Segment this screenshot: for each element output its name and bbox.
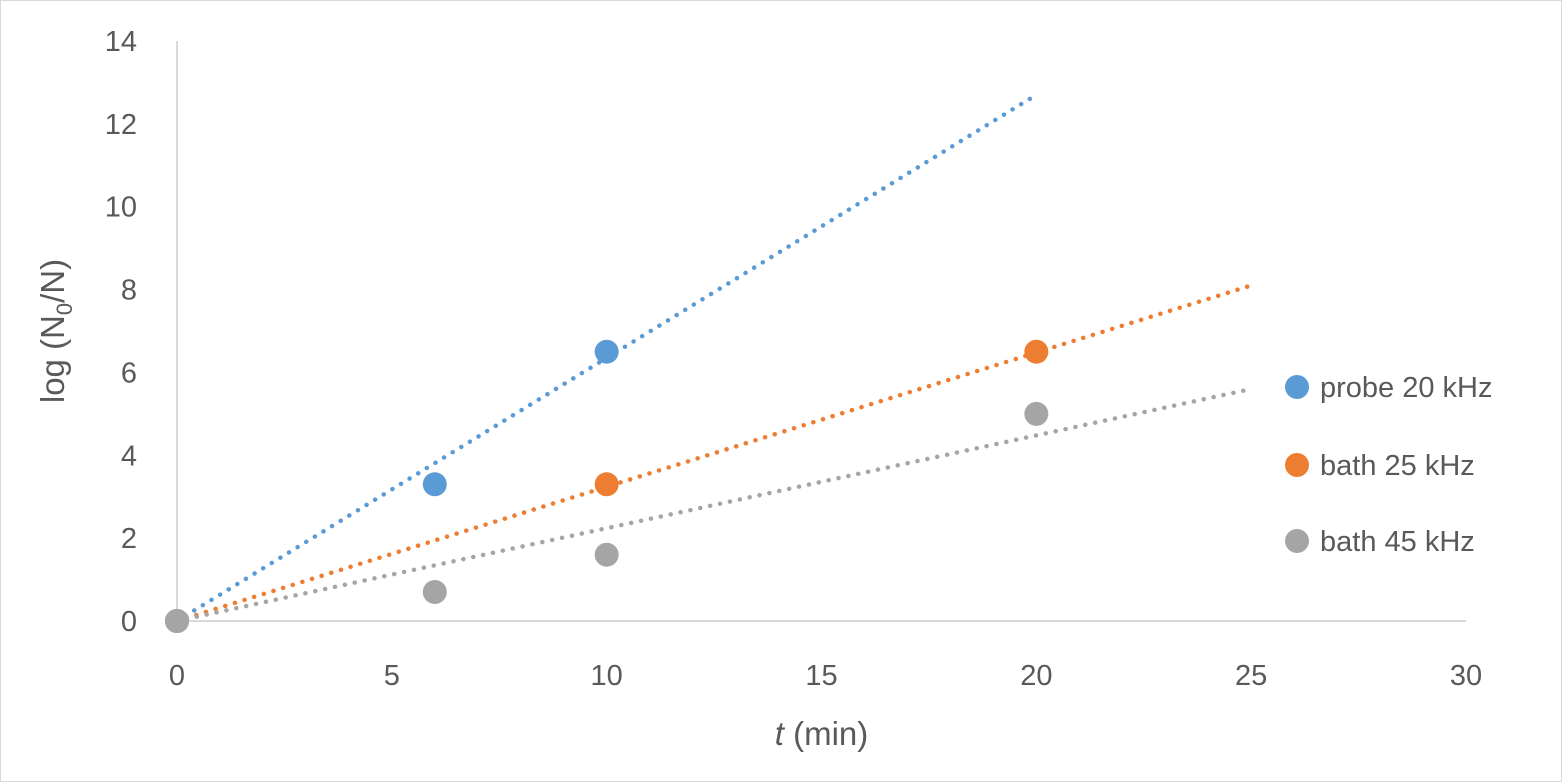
x-tick-label: 15	[805, 660, 837, 692]
data-point	[594, 542, 619, 567]
data-point	[422, 580, 447, 604]
y-tick-label: 4	[121, 440, 137, 472]
data-point	[165, 609, 189, 633]
data-point	[594, 339, 619, 364]
y-axis-title: log (N0/N)	[34, 259, 77, 403]
legend-marker	[1285, 529, 1309, 553]
legend-marker	[1285, 375, 1309, 399]
x-tick-label: 10	[591, 660, 623, 692]
y-tick-label: 12	[105, 109, 137, 141]
legend-marker	[1285, 453, 1309, 477]
x-tick-label: 20	[1020, 660, 1052, 692]
x-tick-label: 25	[1235, 660, 1267, 692]
y-tick-label: 2	[121, 523, 137, 555]
y-tick-label: 14	[105, 26, 137, 58]
y-axis-title-prefix: log (N	[34, 315, 71, 403]
x-tick-label: 5	[384, 660, 400, 692]
trendline	[174, 386, 1254, 624]
legend-label: probe 20 kHz	[1320, 372, 1493, 404]
data-point	[594, 472, 619, 497]
y-tick-label: 6	[121, 357, 137, 389]
x-axis-title-italic: t	[775, 715, 786, 752]
x-tick-label: 0	[169, 660, 185, 692]
trendline	[174, 283, 1254, 624]
legend-label: bath 25 kHz	[1320, 450, 1475, 482]
x-tick-labels: 0 5 10 15 20 25 30	[169, 660, 1482, 692]
y-tick-labels: 0 2 4 6 8 10 12 14	[105, 26, 137, 638]
x-axis-title-rest: (min)	[784, 715, 868, 752]
y-axis-title-suffix: /N)	[34, 259, 71, 303]
legend: probe 20 kHz bath 25 kHz bath 45 kHz	[1285, 372, 1493, 558]
y-tick-label: 10	[105, 192, 137, 224]
data-point	[1024, 339, 1049, 364]
data-points	[165, 339, 1049, 633]
legend-label: bath 45 kHz	[1320, 526, 1475, 558]
trendlines	[174, 92, 1254, 624]
y-tick-label: 0	[121, 606, 137, 638]
x-axis-title: t (min)	[775, 715, 869, 752]
y-tick-label: 8	[121, 275, 137, 307]
data-point	[1024, 401, 1049, 426]
data-point	[422, 472, 447, 497]
plot-area	[176, 41, 1466, 622]
y-axis-title-subscript: 0	[52, 303, 77, 315]
x-tick-label: 30	[1450, 660, 1482, 692]
